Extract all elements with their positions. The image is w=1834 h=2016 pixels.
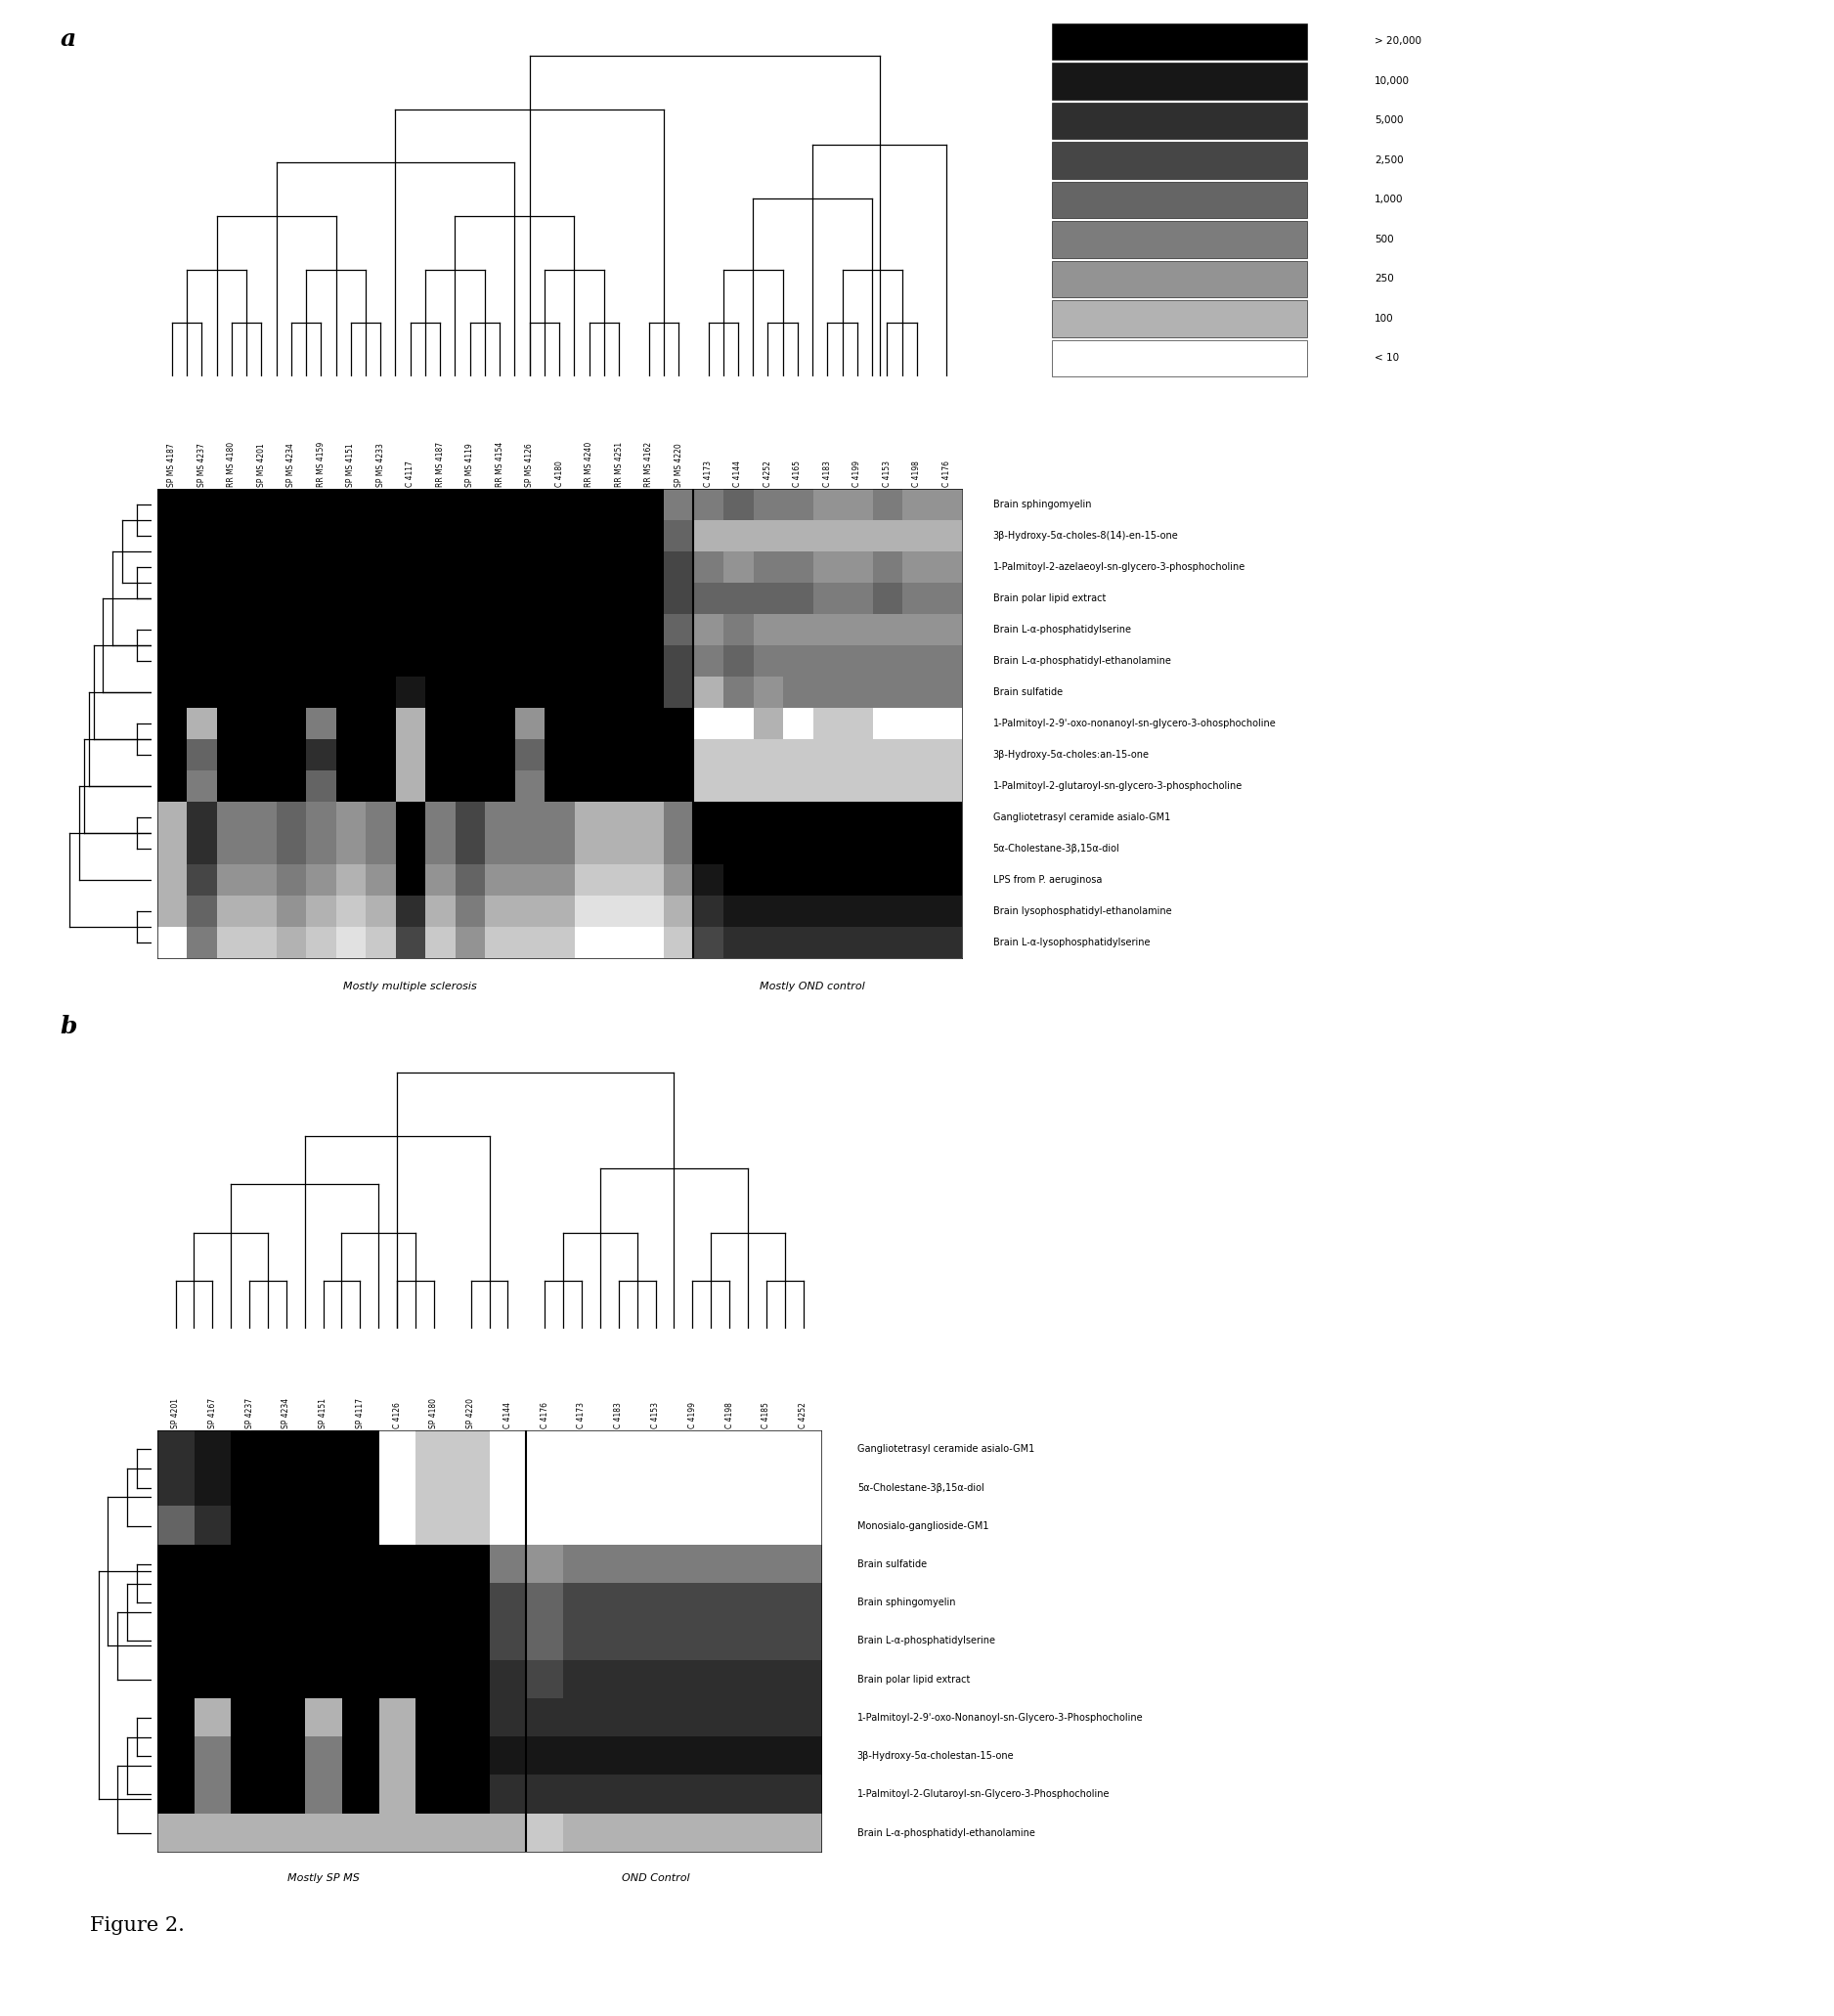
Text: C 4180: C 4180: [556, 460, 563, 486]
Text: C 4144: C 4144: [734, 460, 743, 486]
Text: C 4153: C 4153: [651, 1401, 660, 1427]
Text: Brain L-α-phosphatidyl-ethanolamine: Brain L-α-phosphatidyl-ethanolamine: [856, 1829, 1034, 1839]
Text: SP MS 4234: SP MS 4234: [286, 444, 295, 486]
Text: C 4173: C 4173: [704, 460, 713, 486]
Text: 100: 100: [1374, 314, 1394, 325]
Text: 5α-Cholestane-3β,15α-diol: 5α-Cholestane-3β,15α-diol: [856, 1482, 985, 1492]
Text: 5,000: 5,000: [1374, 115, 1403, 125]
Text: 3β-Hydroxy-5α-choles:an-15-one: 3β-Hydroxy-5α-choles:an-15-one: [992, 750, 1150, 760]
Text: C 4183: C 4183: [614, 1401, 624, 1427]
Text: C 4252: C 4252: [800, 1401, 807, 1427]
Text: a: a: [61, 28, 75, 50]
Text: Brain polar lipid extract: Brain polar lipid extract: [856, 1675, 970, 1683]
Bar: [1053, 341, 1306, 377]
Text: SP MS 4237: SP MS 4237: [198, 444, 205, 486]
Text: RR MS 4180: RR MS 4180: [227, 442, 237, 486]
Text: SP 4237: SP 4237: [246, 1397, 253, 1427]
Text: b: b: [61, 1014, 77, 1038]
Text: C 4198: C 4198: [724, 1401, 734, 1427]
Text: SP MS 4201: SP MS 4201: [257, 444, 266, 486]
Text: C 4183: C 4183: [823, 460, 833, 486]
Text: SP 4117: SP 4117: [356, 1397, 365, 1427]
Text: C 4199: C 4199: [853, 460, 862, 486]
Text: 500: 500: [1374, 234, 1394, 244]
Text: C 4199: C 4199: [688, 1401, 697, 1427]
Text: C 4173: C 4173: [578, 1401, 587, 1427]
Bar: [1053, 300, 1306, 337]
Text: SP MS 4119: SP MS 4119: [466, 444, 475, 486]
Text: Brain L-α-lysophosphatidylserine: Brain L-α-lysophosphatidylserine: [992, 937, 1150, 948]
Text: RR MS 4240: RR MS 4240: [585, 442, 594, 486]
Bar: [1053, 222, 1306, 258]
Text: Gangliotetrasyl ceramide asialo-GM1: Gangliotetrasyl ceramide asialo-GM1: [992, 812, 1170, 823]
Text: C 4165: C 4165: [794, 460, 801, 486]
Text: 1-Palmitoyl-2-glutaroyl-sn-glycero-3-phosphocholine: 1-Palmitoyl-2-glutaroyl-sn-glycero-3-pho…: [992, 780, 1242, 790]
Text: Monosialo-ganglioside-GM1: Monosialo-ganglioside-GM1: [856, 1520, 989, 1530]
Text: SP 4151: SP 4151: [319, 1397, 328, 1427]
Text: 5α-Cholestane-3β,15α-diol: 5α-Cholestane-3β,15α-diol: [992, 843, 1121, 853]
Text: C 4198: C 4198: [913, 460, 921, 486]
Text: 1-Palmitoyl-2-9'-oxo-Nonanoyl-sn-Glycero-3-Phosphocholine: 1-Palmitoyl-2-9'-oxo-Nonanoyl-sn-Glycero…: [856, 1714, 1143, 1722]
Bar: [1053, 181, 1306, 218]
Text: 3β-Hydroxy-5α-choles-8(14)-en-15-one: 3β-Hydroxy-5α-choles-8(14)-en-15-one: [992, 530, 1179, 540]
Text: Brain L-α-phosphatidyl-ethanolamine: Brain L-α-phosphatidyl-ethanolamine: [992, 655, 1170, 665]
Text: C 4117: C 4117: [405, 460, 414, 486]
Bar: [1053, 62, 1306, 99]
Text: C 4252: C 4252: [763, 460, 772, 486]
Text: 3β-Hydroxy-5α-cholestan-15-one: 3β-Hydroxy-5α-cholestan-15-one: [856, 1752, 1014, 1762]
Text: C 4176: C 4176: [943, 460, 952, 486]
Text: C 4176: C 4176: [541, 1401, 548, 1427]
Text: 10,000: 10,000: [1374, 77, 1410, 87]
Text: RR MS 4251: RR MS 4251: [614, 442, 624, 486]
Text: Brain sulfatide: Brain sulfatide: [856, 1560, 926, 1568]
Text: SP 4201: SP 4201: [171, 1397, 180, 1427]
Text: RR MS 4187: RR MS 4187: [436, 442, 444, 486]
Text: C 4144: C 4144: [503, 1401, 512, 1427]
Text: SP MS 4220: SP MS 4220: [675, 444, 682, 486]
Text: 1-Palmitoyl-2-azelaeoyl-sn-glycero-3-phosphocholine: 1-Palmitoyl-2-azelaeoyl-sn-glycero-3-pho…: [992, 562, 1245, 573]
Bar: [1053, 141, 1306, 179]
Text: 1,000: 1,000: [1374, 196, 1403, 206]
Text: C 4126: C 4126: [392, 1401, 402, 1427]
Text: Brain lysophosphatidyl-ethanolamine: Brain lysophosphatidyl-ethanolamine: [992, 907, 1172, 915]
Text: Mostly multiple sclerosis: Mostly multiple sclerosis: [343, 982, 477, 992]
Text: 1-Palmitoyl-2-Glutaroyl-sn-Glycero-3-Phosphocholine: 1-Palmitoyl-2-Glutaroyl-sn-Glycero-3-Pho…: [856, 1790, 1110, 1800]
Text: LPS from P. aeruginosa: LPS from P. aeruginosa: [992, 875, 1102, 885]
Text: Brain sphingomyelin: Brain sphingomyelin: [992, 500, 1091, 510]
Text: Brain polar lipid extract: Brain polar lipid extract: [992, 593, 1106, 603]
Text: SP MS 4233: SP MS 4233: [376, 444, 385, 486]
Text: RR MS 4162: RR MS 4162: [644, 442, 653, 486]
Bar: [1053, 103, 1306, 139]
Text: SP 4220: SP 4220: [466, 1397, 475, 1427]
Text: SP 4234: SP 4234: [282, 1397, 290, 1427]
Text: > 20,000: > 20,000: [1374, 36, 1421, 46]
Text: 1-Palmitoyl-2-9'-oxo-nonanoyl-sn-glycero-3-ohosphocholine: 1-Palmitoyl-2-9'-oxo-nonanoyl-sn-glycero…: [992, 718, 1276, 728]
Text: SP MS 4151: SP MS 4151: [347, 444, 356, 486]
Text: Brain L-α-phosphatidylserine: Brain L-α-phosphatidylserine: [856, 1637, 996, 1645]
Text: Mostly SP MS: Mostly SP MS: [288, 1873, 359, 1883]
Text: Brain sulfatide: Brain sulfatide: [992, 687, 1062, 698]
Text: OND Control: OND Control: [622, 1873, 690, 1883]
Text: RR MS 4159: RR MS 4159: [317, 442, 325, 486]
Bar: [1053, 260, 1306, 296]
Text: SP 4167: SP 4167: [207, 1397, 216, 1427]
Text: Brain sphingomyelin: Brain sphingomyelin: [856, 1599, 956, 1607]
Text: C 4185: C 4185: [761, 1401, 770, 1427]
Text: 2,500: 2,500: [1374, 155, 1403, 165]
Text: < 10: < 10: [1374, 353, 1399, 363]
Text: RR MS 4154: RR MS 4154: [495, 442, 504, 486]
Text: SP 4180: SP 4180: [429, 1397, 438, 1427]
Text: 250: 250: [1374, 274, 1394, 284]
Bar: [1053, 24, 1306, 60]
Text: Mostly OND control: Mostly OND control: [759, 982, 866, 992]
Text: SP MS 4187: SP MS 4187: [167, 444, 176, 486]
Text: C 4153: C 4153: [882, 460, 891, 486]
Text: SP MS 4126: SP MS 4126: [525, 444, 534, 486]
Text: Figure 2.: Figure 2.: [90, 1915, 185, 1935]
Text: Gangliotetrasyl ceramide asialo-GM1: Gangliotetrasyl ceramide asialo-GM1: [856, 1443, 1034, 1454]
Text: Brain L-α-phosphatidylserine: Brain L-α-phosphatidylserine: [992, 625, 1132, 635]
